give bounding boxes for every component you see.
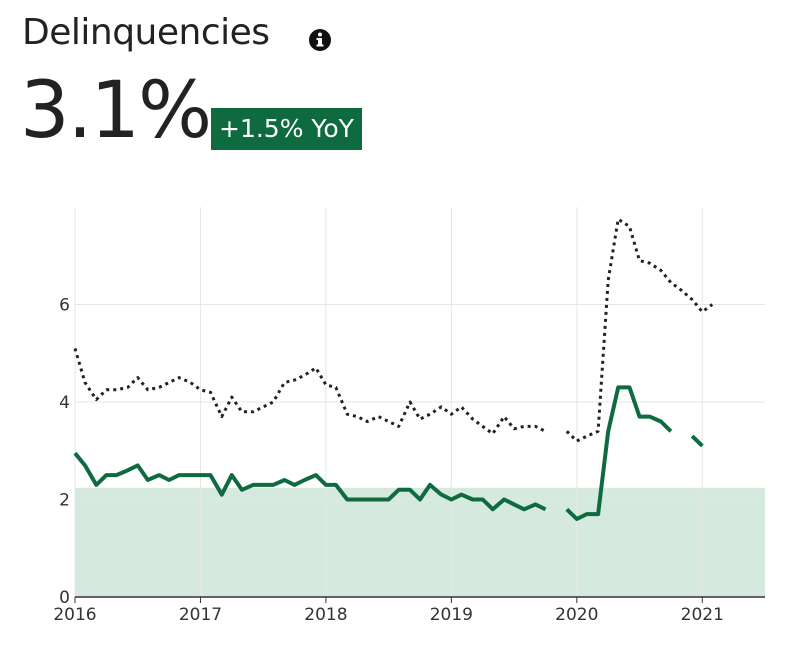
x-tick-label: 2020 (555, 605, 598, 625)
y-tick-label: 4 (59, 393, 70, 413)
x-tick-label: 2016 (53, 605, 96, 625)
x-tick-label: 2021 (681, 605, 724, 625)
y-tick-label: 0 (59, 588, 70, 608)
x-tick-label: 2018 (304, 605, 347, 625)
title: Delinquencies (22, 12, 270, 53)
info-icon[interactable] (308, 28, 332, 52)
x-tick-label: 2017 (179, 605, 222, 625)
dotted-line (73, 217, 714, 443)
current-value: 3.1% (20, 66, 212, 156)
x-tick-label: 2019 (430, 605, 473, 625)
y-tick-label: 2 (59, 491, 70, 511)
change-badge: +1.5% YoY (211, 108, 362, 150)
shaded-range (75, 487, 765, 597)
y-tick-label: 6 (59, 296, 70, 316)
series-line (73, 385, 704, 521)
